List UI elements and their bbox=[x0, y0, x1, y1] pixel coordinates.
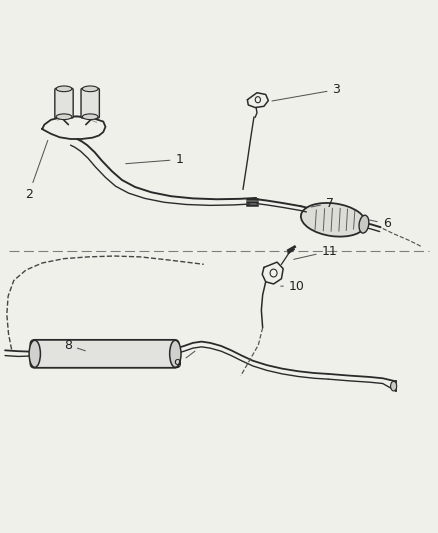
Ellipse shape bbox=[301, 203, 366, 237]
Ellipse shape bbox=[82, 86, 98, 92]
FancyBboxPatch shape bbox=[81, 88, 99, 118]
Ellipse shape bbox=[56, 86, 72, 92]
Ellipse shape bbox=[391, 381, 397, 391]
Text: 3: 3 bbox=[272, 83, 340, 101]
Ellipse shape bbox=[82, 114, 98, 119]
Ellipse shape bbox=[359, 215, 369, 233]
Ellipse shape bbox=[170, 340, 181, 367]
Text: 1: 1 bbox=[126, 153, 183, 166]
Ellipse shape bbox=[270, 269, 277, 277]
Text: 6: 6 bbox=[369, 217, 391, 230]
Ellipse shape bbox=[56, 114, 72, 119]
Text: 7: 7 bbox=[311, 197, 334, 209]
FancyBboxPatch shape bbox=[30, 340, 179, 368]
FancyBboxPatch shape bbox=[55, 88, 73, 118]
Text: 8: 8 bbox=[64, 338, 85, 352]
Text: 2: 2 bbox=[25, 140, 48, 201]
Text: 9: 9 bbox=[173, 351, 195, 372]
Text: 10: 10 bbox=[281, 280, 305, 293]
Ellipse shape bbox=[29, 340, 40, 367]
Ellipse shape bbox=[255, 96, 261, 103]
Text: 11: 11 bbox=[294, 245, 337, 260]
